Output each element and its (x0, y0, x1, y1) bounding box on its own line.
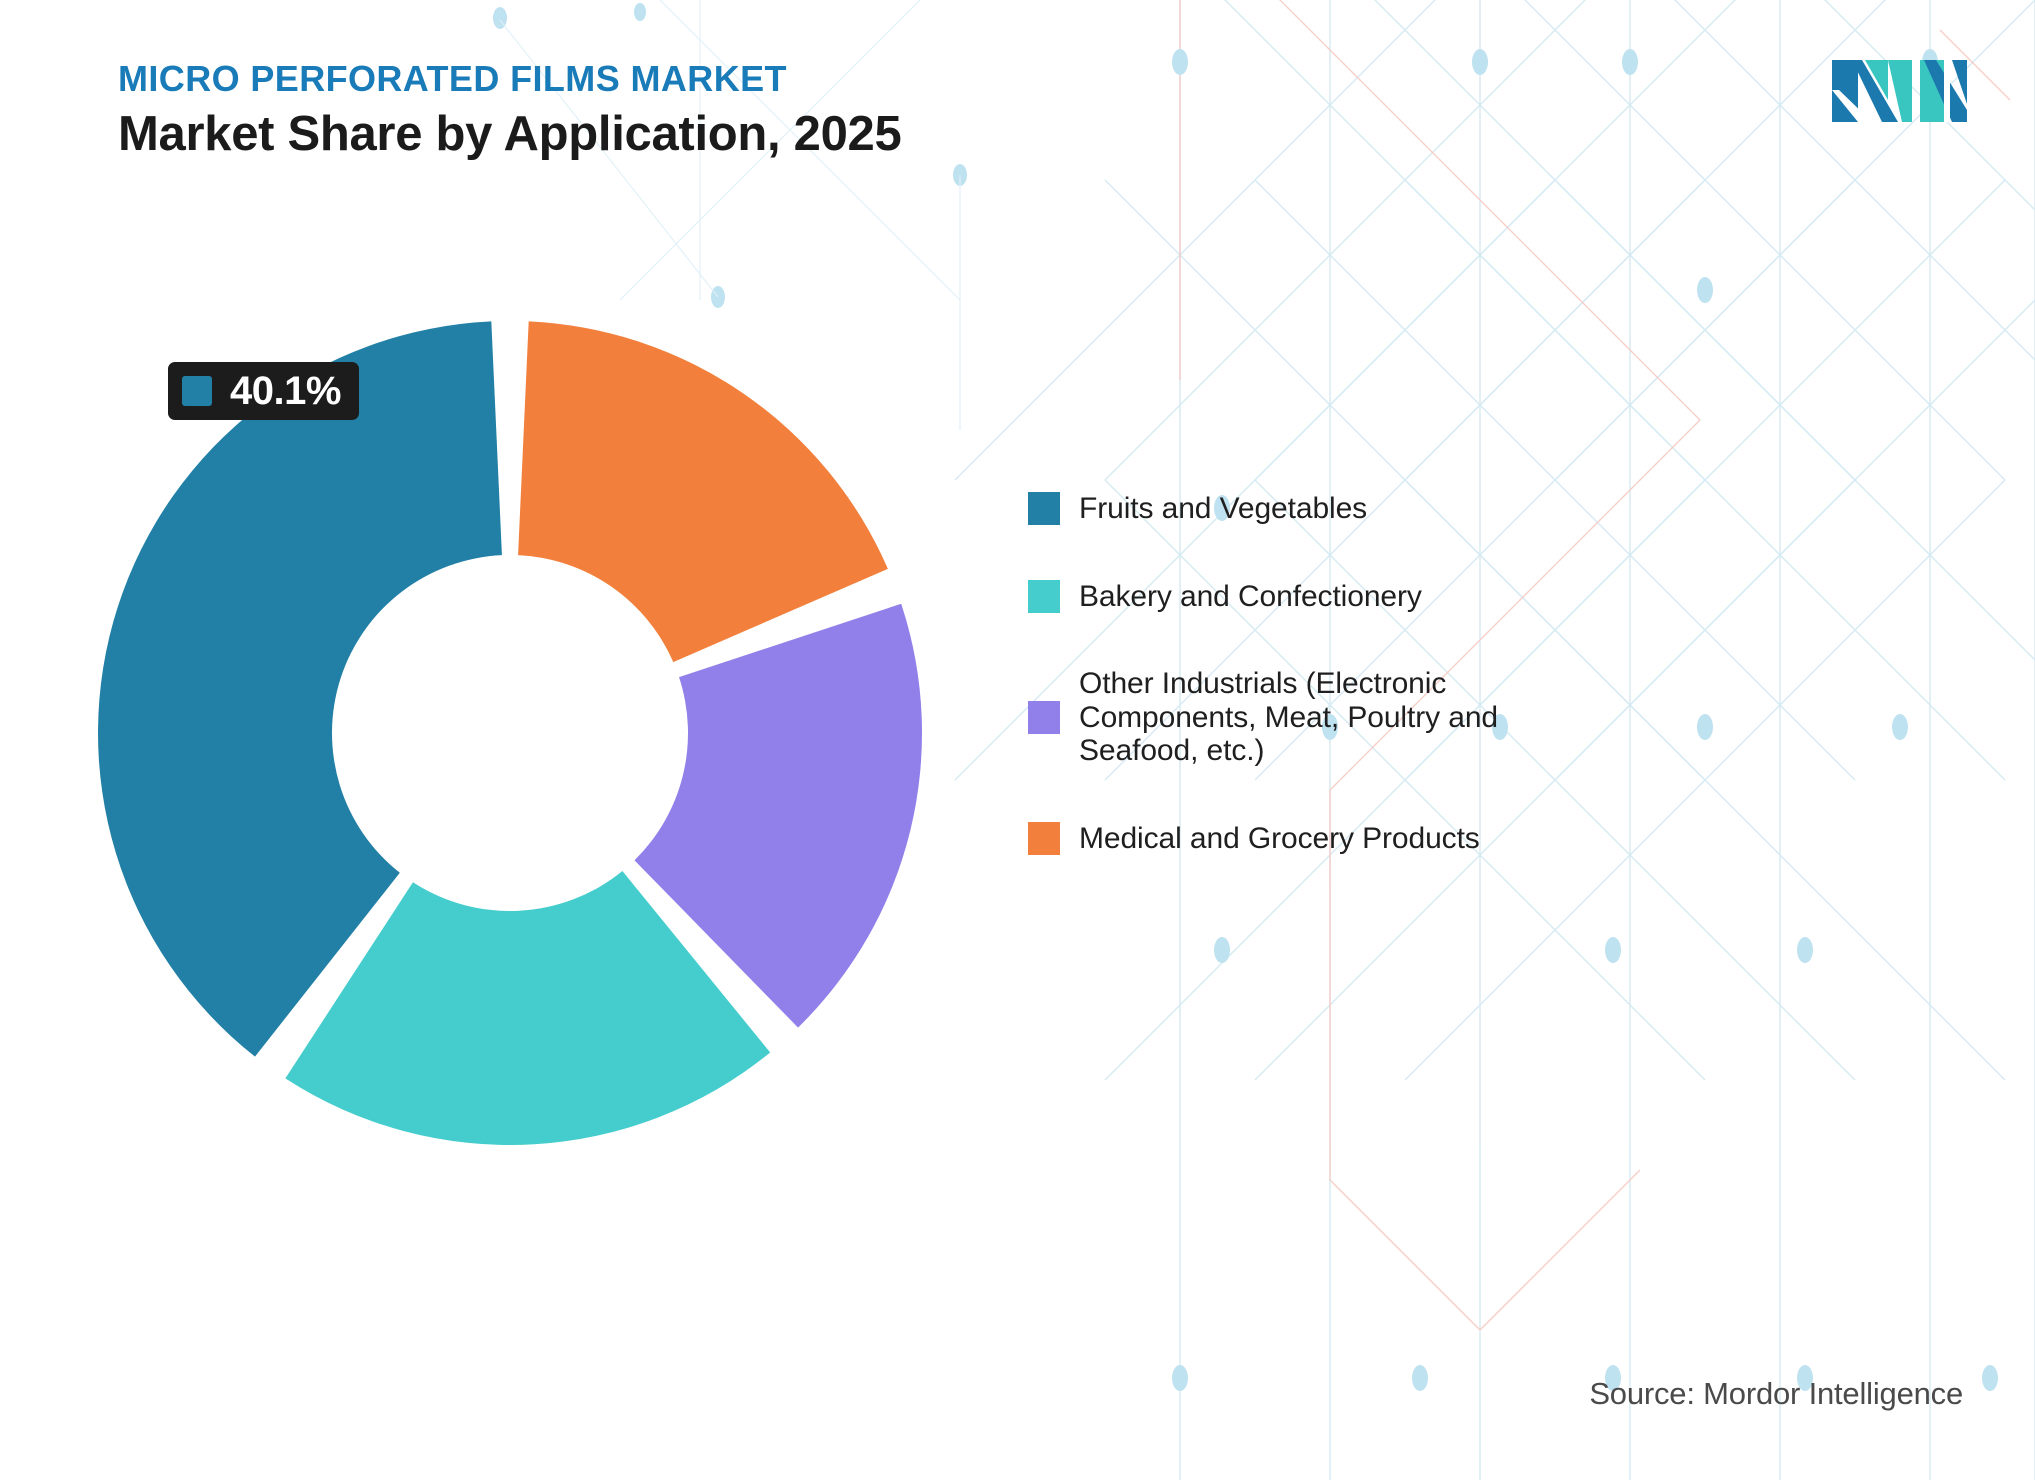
source-attribution: Source: Mordor Intelligence (1589, 1376, 1963, 1411)
data-label-callout: 40.1% (168, 362, 359, 420)
legend-item[interactable]: Other Industrials (Electronic Components,… (1028, 667, 1748, 768)
page-title: Market Share by Application, 2025 (118, 107, 902, 162)
legend-item-label: Medical and Grocery Products (1079, 821, 1480, 855)
logo-shape-m-inner-teal (1865, 60, 1888, 100)
logo-shape-i-gap (1944, 60, 1950, 122)
legend-color-swatch (1028, 492, 1060, 526)
donut-slice-group (98, 321, 922, 1145)
logo-shape-m-diagonal (1852, 60, 1898, 122)
chart-legend: Fruits and Vegetables Bakery and Confecti… (1028, 492, 1748, 910)
logo-shape-m-diagonal-white (1832, 90, 1872, 122)
donut-chart (0, 0, 1020, 1250)
legend-item-label: Fruits and Vegetables (1079, 492, 1368, 525)
donut-slice[interactable] (98, 321, 502, 1057)
legend-item[interactable]: Bakery and Confectionery (1028, 580, 1748, 614)
legend-item-label: Other Industrials (Electronic Components,… (1079, 667, 1498, 768)
chart-header: MICRO PERFORATED FILMS MARKET Market Sha… (118, 58, 1418, 163)
callout-value: 40.1% (230, 369, 341, 413)
chart-eyebrow: MICRO PERFORATED FILMS MARKET (118, 58, 787, 99)
logo-shape-i-right (1952, 60, 1967, 104)
legend-item[interactable]: Fruits and Vegetables (1028, 492, 1748, 526)
donut-slice[interactable] (634, 603, 922, 1028)
legend-color-swatch (1028, 579, 1060, 613)
donut-slice[interactable] (285, 871, 771, 1145)
donut-chart-svg (98, 321, 922, 1145)
legend-color-swatch (1028, 822, 1060, 856)
legend-color-swatch (1028, 701, 1060, 735)
mordor-intelligence-logo (1832, 60, 1967, 122)
donut-slice[interactable] (518, 321, 888, 663)
legend-item-label: Bakery and Confectionery (1079, 579, 1422, 613)
callout-color-swatch (182, 376, 212, 406)
legend-item[interactable]: Medical and Grocery Products (1028, 822, 1748, 856)
logo-shape-m-right (1888, 60, 1912, 122)
